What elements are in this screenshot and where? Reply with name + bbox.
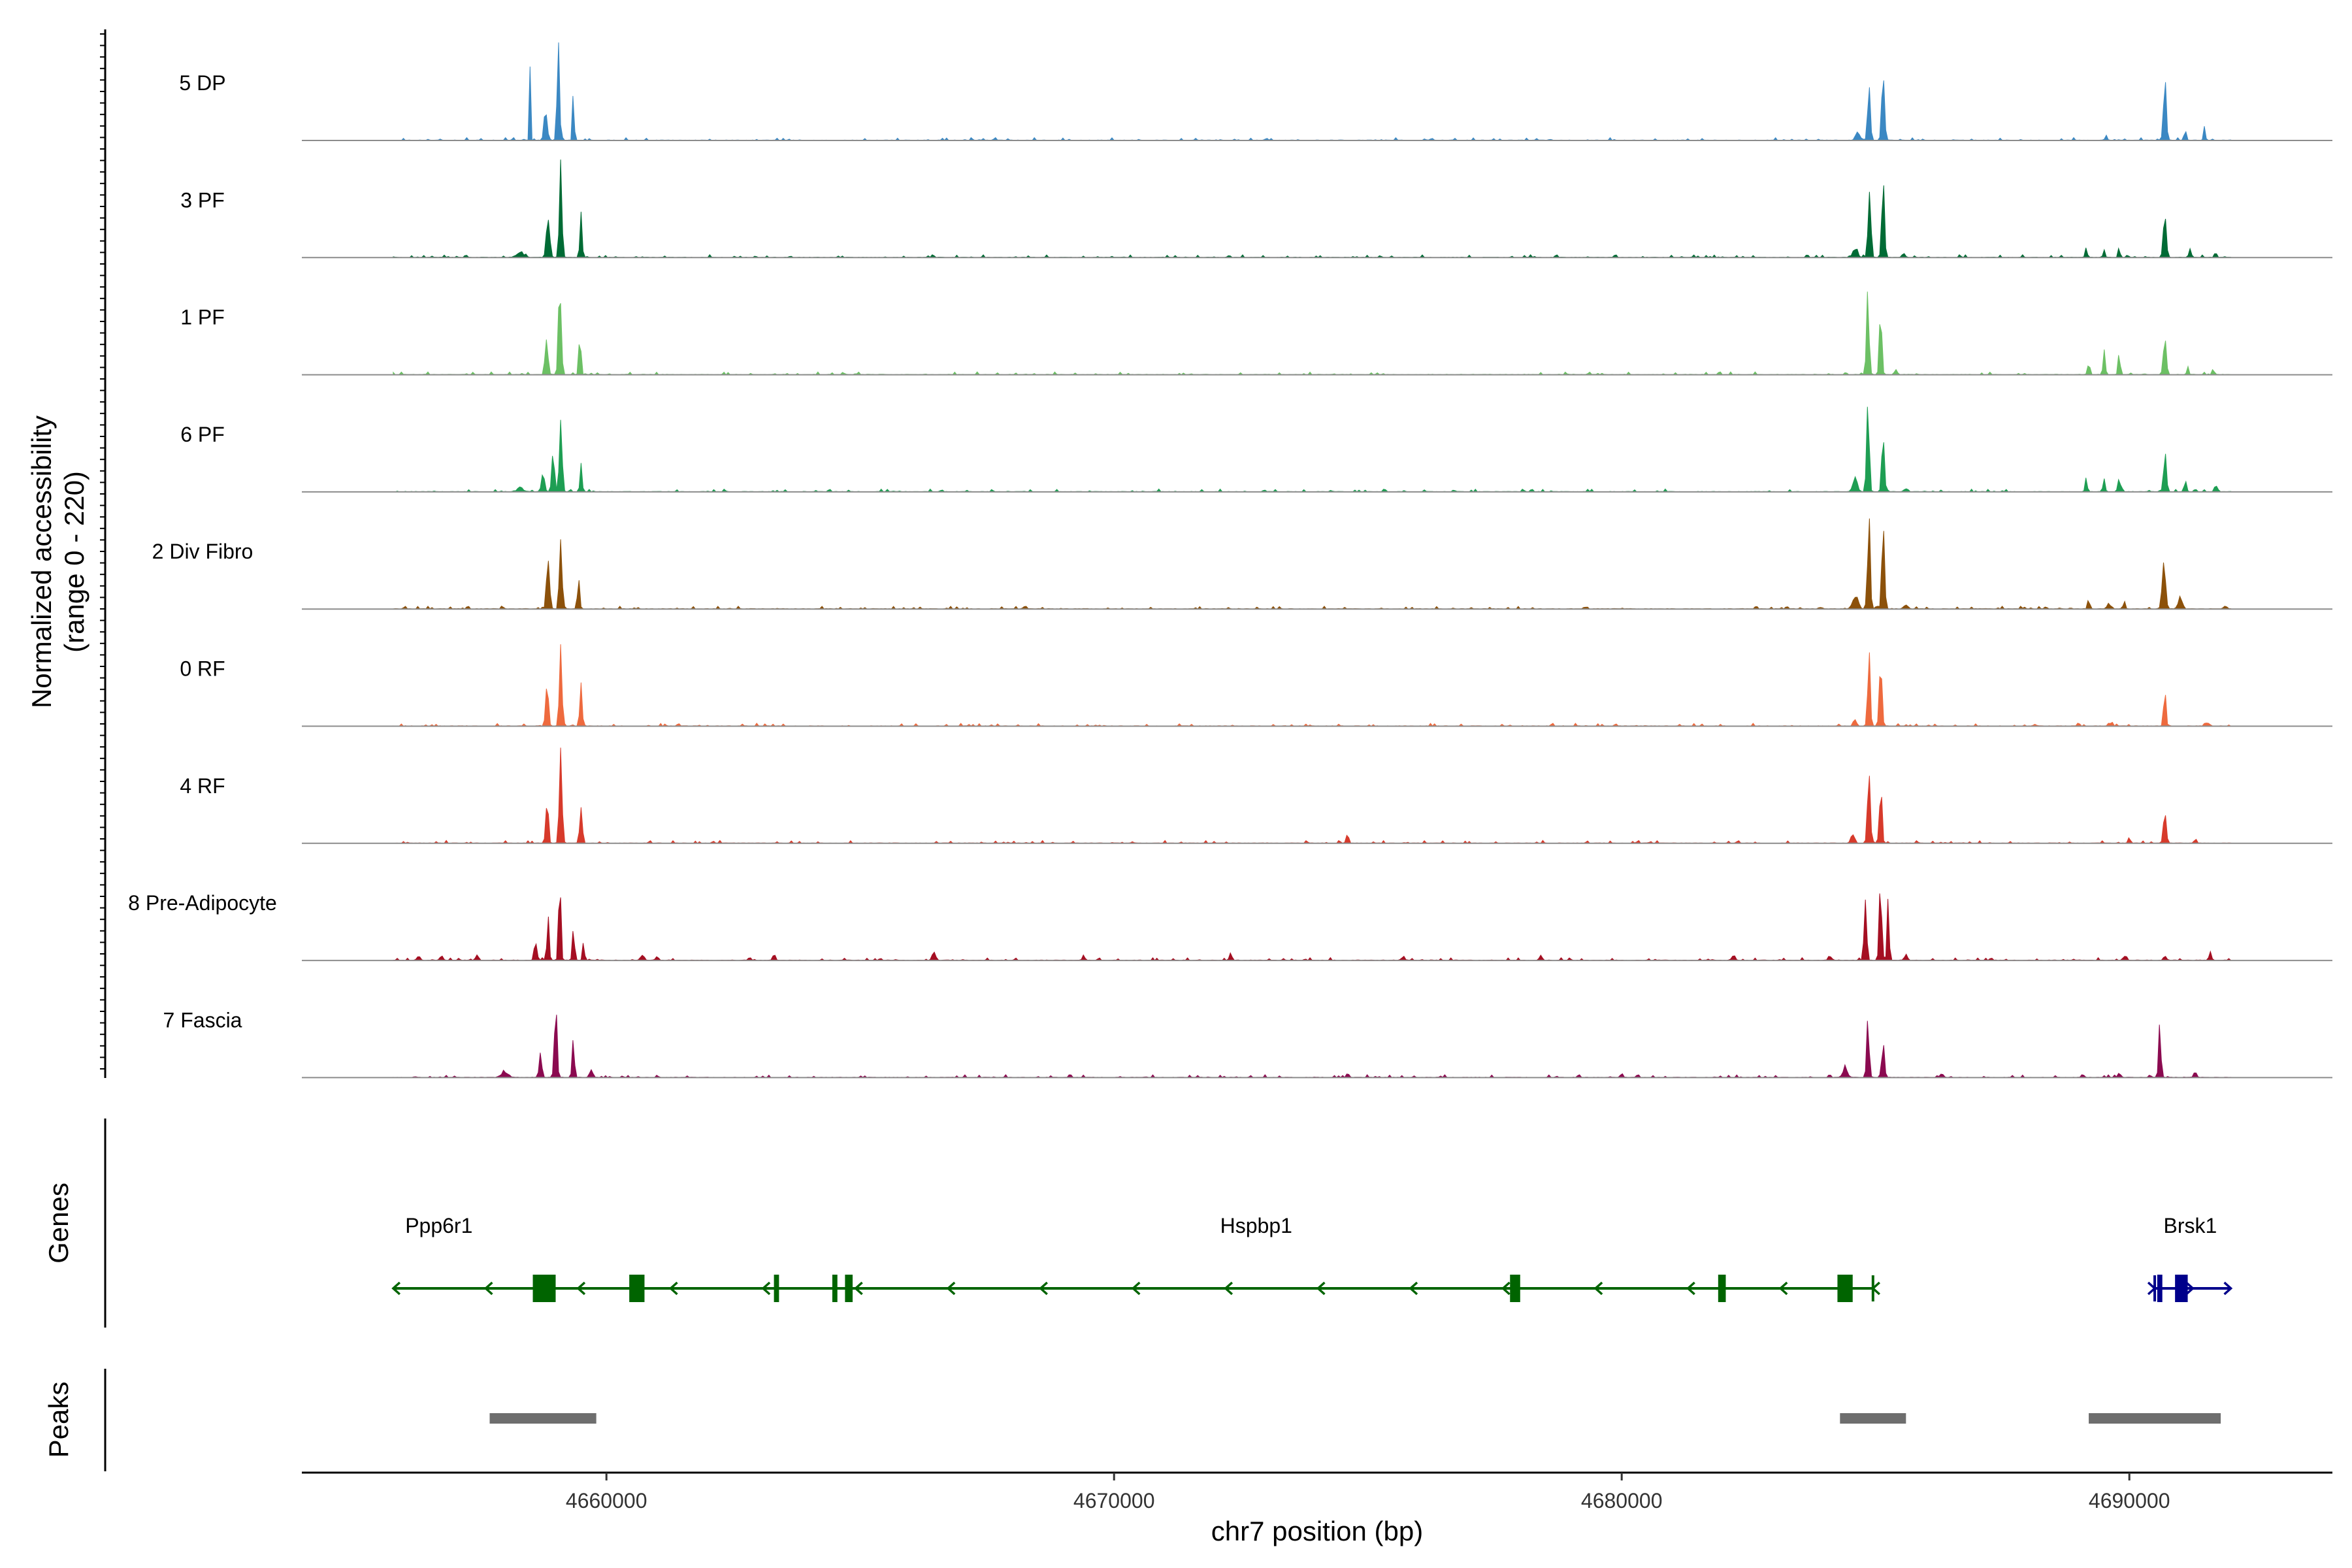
strand-arrow [391,1281,401,1296]
track-8-pre-adipocyte: 8 Pre-Adipocyte [128,891,2332,962]
peak-region [489,1413,596,1424]
track-label: 2 Div Fibro [152,540,253,563]
x-tick-label: 4670000 [1073,1489,1155,1512]
peaks-side-title: Peaks [43,1382,74,1458]
track-1-pf: 1 PF [180,291,2332,376]
coverage-area [393,1015,2232,1078]
strand-arrow [761,1281,771,1296]
strand-arrow [1316,1281,1326,1296]
strand-arrow [2185,1281,2195,1296]
exon [2175,1275,2188,1302]
y-axis-range: (range 0 - 220) [59,471,90,653]
exon [629,1275,645,1302]
track-label: 6 PF [180,423,225,446]
track-label: 7 Fascia [163,1008,242,1032]
peaks-panel: Peaks [43,1369,2221,1471]
strand-arrow [1778,1281,1788,1296]
x-tick-label: 4690000 [2089,1489,2170,1512]
exon [2157,1275,2163,1302]
tracks: 5 DP 3 PF 1 PF 6 PF 2 Div Fibro 0 RF 4 RF 8 Pre… [128,42,2332,1079]
peak-region [2089,1413,2221,1424]
exon [1510,1275,1520,1302]
strand-arrow [1224,1281,1233,1296]
strand-arrow [1593,1281,1603,1296]
strand-arrow [483,1281,493,1296]
exon [845,1275,853,1302]
strand-arrow [1501,1281,1511,1296]
strand-arrow [854,1281,863,1296]
gene-model-ppp6r1 [391,1275,1880,1302]
track-label: 4 RF [180,774,225,798]
track-3-pf: 3 PF [180,159,2332,259]
track-6-pf: 6 PF [180,406,2332,493]
x-tick-label: 4680000 [1581,1489,1663,1512]
strand-arrow [576,1281,586,1296]
genes-side-title: Genes [43,1183,74,1264]
peak-region [1840,1413,1906,1424]
gene-label-hspbp1: Hspbp1 [1220,1214,1292,1237]
gene-label-ppp6r1: Ppp6r1 [405,1214,472,1237]
exon [832,1275,838,1302]
track-7-fascia: 7 Fascia [163,1008,2332,1079]
coverage-area [393,406,2232,493]
coverage-area [393,42,2232,141]
exon [1837,1275,1853,1302]
y-axis-title: Normalized accessibility [26,416,57,708]
x-tick-label: 4660000 [566,1489,647,1512]
coverage-area [393,893,2232,961]
x-axis: 4660000 4670000 4680000 4690000 [302,1471,2332,1512]
track-label: 5 DP [179,71,225,95]
y-axis [100,29,106,1078]
strand-arrow [1409,1281,1418,1296]
track-0-rf: 0 RF [180,644,2332,727]
exon [532,1275,556,1302]
x-axis-title: chr7 position (bp) [1211,1516,1424,1546]
coverage-area [393,291,2232,376]
track-label: 8 Pre-Adipocyte [128,891,277,915]
track-label: 1 PF [180,306,225,329]
gene-label-brsk1: Brsk1 [2164,1214,2217,1237]
strand-arrow [2223,1281,2233,1296]
coverage-area [393,747,2232,844]
track-label: 0 RF [180,657,225,681]
track-2-div-fibro: 2 Div Fibro [152,518,2332,610]
coverage-area [393,644,2232,727]
coverage-area [393,518,2232,610]
track-5-dp: 5 DP [179,42,2332,141]
strand-arrow [1686,1281,1695,1296]
exon [1718,1275,1726,1302]
gene-model-brsk1 [2147,1275,2233,1302]
strand-arrow [1131,1281,1141,1296]
track-4-rf: 4 RF [180,747,2332,844]
coverage-area [393,159,2232,258]
exon [774,1275,779,1302]
strand-arrow [1039,1281,1048,1296]
genes-panel: Genes Ppp6r1 Hspbp1 Brsk1 [43,1119,2233,1328]
strand-arrow [946,1281,956,1296]
strand-arrow [668,1281,678,1296]
track-label: 3 PF [180,188,225,212]
